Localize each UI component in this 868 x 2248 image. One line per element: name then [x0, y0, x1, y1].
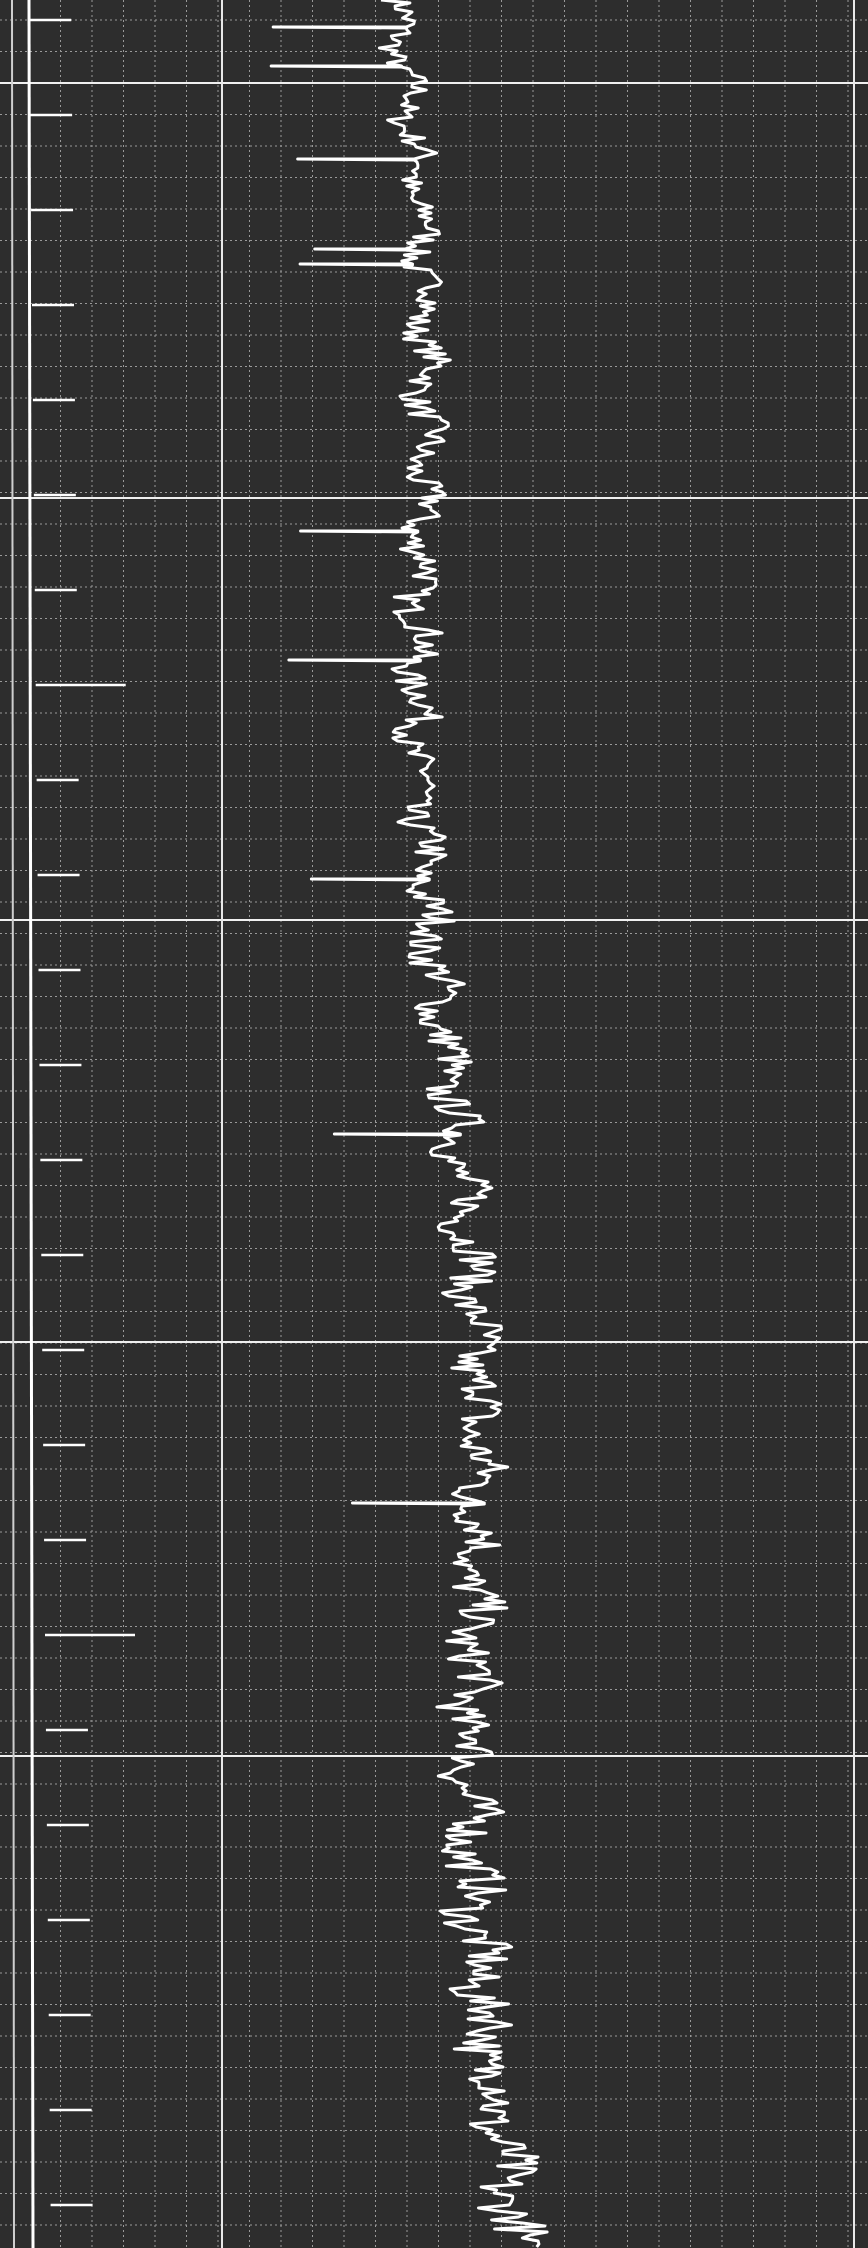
trace — [269, 0, 549, 2248]
timing-marks — [29, 18, 136, 2207]
edge-line — [11, 0, 15, 2248]
baseline — [27, 0, 35, 2248]
signal-trace — [269, 0, 549, 2248]
